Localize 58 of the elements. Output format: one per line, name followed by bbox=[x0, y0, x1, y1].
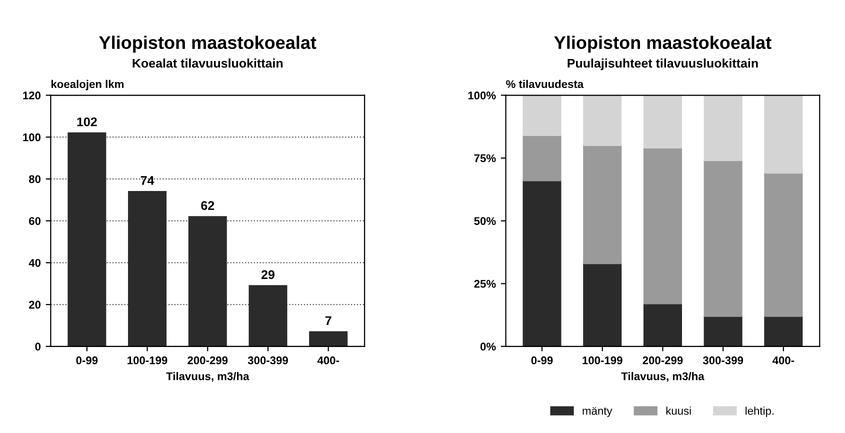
y-tick-label: 120 bbox=[23, 92, 41, 100]
data-label: 102 bbox=[77, 117, 97, 126]
bar bbox=[643, 147, 682, 304]
y-tick-label: 20 bbox=[29, 300, 41, 309]
data-label: 74 bbox=[140, 176, 154, 185]
chart-subtitle: Koealat tilavuusluokittain bbox=[132, 58, 283, 68]
bar bbox=[704, 95, 742, 162]
y-axis-title: % tilavuudesta bbox=[506, 80, 584, 88]
x-tick-label: 0-99 bbox=[76, 356, 98, 364]
y-tick-label: 0 bbox=[35, 342, 41, 351]
bar bbox=[643, 95, 682, 149]
y-tick-label: 60 bbox=[29, 217, 41, 225]
x-tick-label: 200-299 bbox=[188, 356, 228, 364]
y-tick-label: 75% bbox=[474, 154, 496, 162]
legend-label: kuusi bbox=[666, 406, 691, 415]
y-tick-label: 80 bbox=[28, 175, 41, 184]
bar bbox=[764, 172, 803, 317]
x-axis-title: Tilavuus, m3/ha bbox=[621, 372, 704, 382]
bar bbox=[583, 262, 622, 346]
x-axis-title: Tilavuus, m3/ha bbox=[166, 372, 250, 382]
y-tick-label: 50% bbox=[474, 217, 496, 225]
bar bbox=[583, 95, 622, 146]
x-tick-label: 200-299 bbox=[642, 356, 683, 364]
chart-title: Yliopiston maastokoealat bbox=[554, 36, 772, 53]
chart-subtitle: Puulajisuhteet tilavuusluokittain bbox=[568, 58, 758, 70]
bar bbox=[128, 190, 167, 346]
bar bbox=[522, 95, 562, 136]
bar bbox=[522, 134, 562, 182]
y-tick-label: 40 bbox=[28, 258, 41, 267]
y-tick-label: 100% bbox=[468, 92, 496, 100]
bar bbox=[522, 180, 562, 346]
x-tick-label: 100-199 bbox=[582, 356, 622, 364]
bar bbox=[764, 316, 803, 346]
bar bbox=[248, 285, 288, 346]
y-axis-title: koealojen lkm bbox=[51, 80, 124, 90]
bar bbox=[583, 144, 622, 264]
x-tick-label: 300-399 bbox=[248, 356, 288, 364]
data-label: 62 bbox=[201, 201, 214, 210]
bar bbox=[764, 95, 803, 174]
bar bbox=[68, 132, 106, 346]
x-tick-label: 100-199 bbox=[128, 356, 168, 364]
y-tick-label: 100 bbox=[23, 133, 41, 142]
data-label: 29 bbox=[261, 270, 274, 280]
x-tick-label: 400- bbox=[772, 356, 794, 364]
legend-label: lehtip. bbox=[746, 406, 774, 417]
bar bbox=[704, 316, 742, 346]
bar bbox=[309, 331, 348, 346]
y-tick-label: 0% bbox=[480, 342, 496, 351]
data-label: 7 bbox=[325, 316, 332, 325]
x-tick-label: 300-399 bbox=[702, 356, 744, 364]
bar bbox=[188, 216, 227, 346]
x-tick-label: 0-99 bbox=[531, 356, 553, 364]
legend-label: mänty bbox=[582, 407, 612, 417]
chart-title: Yliopiston maastokoealat bbox=[99, 36, 316, 53]
y-tick-label: 25% bbox=[474, 280, 496, 288]
x-tick-label: 400- bbox=[317, 356, 340, 364]
bar bbox=[704, 160, 742, 317]
bar bbox=[643, 303, 682, 346]
